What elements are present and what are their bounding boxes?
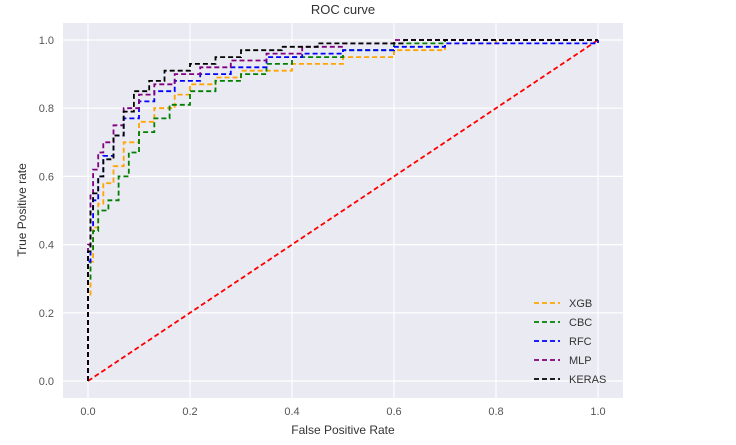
legend-label: XGB <box>569 298 592 310</box>
series-line-cbc <box>87 39 598 381</box>
tick-labels: 0.0 0.2 0.4 0.6 0.8 1.0 0.0 0.2 0.4 0.6 0.8 1.0 <box>39 35 606 418</box>
x-tick-label: 0.4 <box>284 406 299 418</box>
legend-label: CBC <box>569 317 592 329</box>
series-line-random <box>87 39 599 382</box>
legend-label: MLP <box>569 355 592 367</box>
y-tick-label: 0.2 <box>39 308 54 320</box>
y-tick-label: 0.0 <box>39 376 54 388</box>
legend: XGB CBC RFC MLP KERAS <box>534 298 606 386</box>
data-series <box>87 39 599 382</box>
gridlines <box>63 23 623 398</box>
series-line-mlp <box>87 39 598 381</box>
series-line-keras <box>87 39 598 381</box>
legend-label: RFC <box>569 336 592 348</box>
y-tick-label: 1.0 <box>39 35 54 47</box>
chart-title: ROC curve <box>311 2 375 17</box>
series-line-rfc <box>87 40 599 381</box>
y-tick-label: 0.6 <box>39 171 54 183</box>
x-axis-label: False Positive Rate <box>291 423 395 437</box>
x-tick-label: 0.6 <box>386 406 401 418</box>
legend-label: KERAS <box>569 374 606 386</box>
x-tick-label: 0.2 <box>182 406 197 418</box>
x-tick-label: 1.0 <box>590 406 605 418</box>
y-tick-label: 0.4 <box>39 240 54 252</box>
x-tick-label: 0.8 <box>488 406 503 418</box>
y-axis-label: True Positive rate <box>15 163 29 257</box>
y-tick-label: 0.8 <box>39 103 54 115</box>
x-tick-label: 0.0 <box>80 406 95 418</box>
